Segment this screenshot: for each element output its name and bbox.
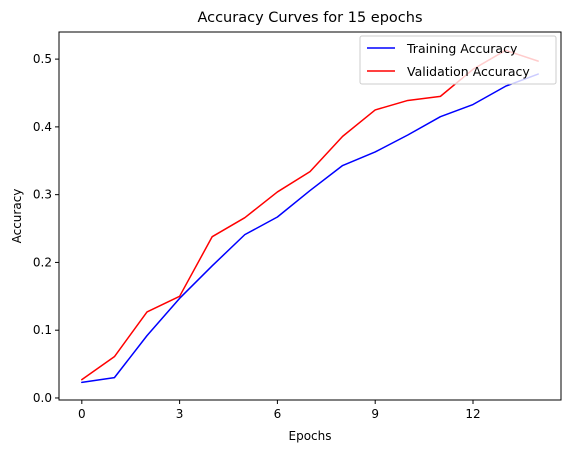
y-tick-label: 0.0 — [33, 391, 52, 405]
x-tick-label: 0 — [78, 407, 86, 421]
chart-title: Accuracy Curves for 15 epochs — [197, 10, 422, 26]
x-tick-label: 6 — [274, 407, 282, 421]
y-tick-label: 0.1 — [33, 323, 52, 337]
legend-label-training: Training Accuracy — [406, 41, 518, 56]
x-tick-label: 3 — [176, 407, 184, 421]
x-tick-label: 9 — [371, 407, 379, 421]
y-tick-label: 0.2 — [33, 255, 52, 269]
y-tick-label: 0.5 — [33, 52, 52, 66]
legend-label-validation: Validation Accuracy — [407, 64, 530, 79]
y-tick-label: 0.4 — [33, 120, 52, 134]
series-line-validation — [81, 49, 539, 381]
y-axis-label: Accuracy — [10, 189, 24, 244]
legend-box — [359, 35, 557, 85]
plot-frame — [58, 31, 562, 401]
x-axis-label: Epochs — [289, 429, 332, 443]
x-tick-label: 12 — [465, 407, 480, 421]
series-line-training — [81, 73, 539, 384]
ticks-layer: 0 3 6 9 12 0.0 0.1 0.2 0.3 0.4 0.5 — [33, 52, 481, 421]
series-layer — [81, 49, 539, 384]
legend: Training Accuracy Validation Accuracy — [359, 35, 557, 85]
y-tick-label: 0.3 — [33, 188, 52, 202]
